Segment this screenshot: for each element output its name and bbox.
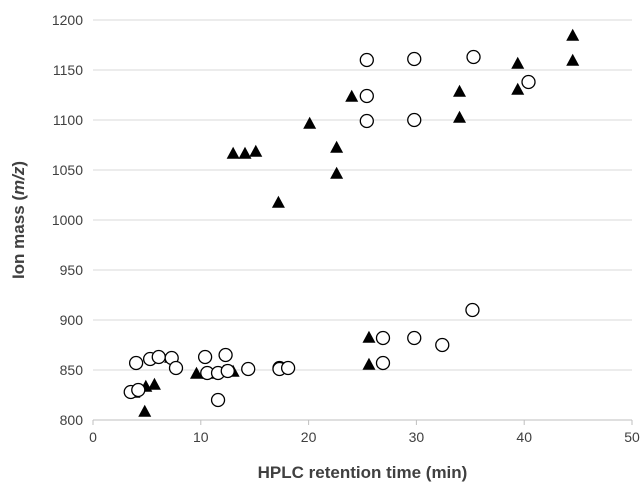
- y-axis-title-italic: m/z: [9, 166, 28, 195]
- y-tick-label: 1000: [52, 212, 83, 228]
- data-point-triangle: [566, 28, 580, 41]
- x-tick-label: 10: [193, 429, 209, 445]
- data-point-triangle: [138, 404, 152, 417]
- y-tick-label: 800: [60, 412, 84, 428]
- y-tick-label: 900: [60, 312, 84, 328]
- y-tick-label: 850: [60, 362, 84, 378]
- data-point-triangle: [453, 110, 467, 123]
- data-point-circle: [128, 355, 144, 371]
- data-point-circle: [280, 360, 296, 376]
- x-tick-label: 40: [516, 429, 532, 445]
- data-point-circle: [218, 347, 233, 363]
- axes: [92, 419, 633, 425]
- y-axis-title-prefix: Ion mass (: [9, 195, 28, 279]
- y-tick-label: 1200: [52, 12, 83, 28]
- data-point-triangle: [189, 366, 203, 379]
- data-point-circle: [131, 382, 146, 398]
- gridlines: [93, 19, 632, 371]
- data-point-triangle: [362, 357, 376, 370]
- data-point-triangle: [511, 82, 525, 95]
- data-point-circle: [407, 51, 422, 67]
- data-point-triangle: [303, 116, 317, 129]
- data-point-triangle: [271, 195, 285, 208]
- data-point-circle: [466, 49, 481, 65]
- x-axis-title: HPLC retention time (min): [258, 463, 468, 482]
- y-axis-title-suffix: ): [9, 161, 28, 167]
- y-axis-title: Ion mass (m/z): [9, 161, 28, 279]
- data-point-triangle: [226, 146, 240, 159]
- y-tick-label: 1150: [53, 62, 83, 78]
- data-point-triangle: [453, 84, 467, 97]
- data-point-triangle: [330, 166, 344, 179]
- y-tick-label: 1100: [53, 112, 83, 128]
- data-point-circle: [359, 113, 374, 129]
- data-point-circle: [151, 349, 166, 365]
- x-tick-label: 30: [409, 429, 425, 445]
- data-point-circle: [375, 355, 391, 371]
- data-point-triangle: [238, 146, 252, 159]
- data-point-triangle: [330, 140, 344, 153]
- data-point-circle: [359, 52, 374, 68]
- data-markers: [123, 28, 580, 417]
- tick-labels: 800 850 900 950 1000 1050 1100 1150 1200 0 10 20 30 4…: [52, 12, 640, 445]
- data-point-triangle: [362, 330, 376, 343]
- data-point-triangle: [345, 89, 359, 102]
- data-point-triangle: [249, 144, 263, 157]
- data-point-circle: [407, 112, 422, 128]
- data-point-circle: [435, 337, 450, 353]
- data-point-circle: [521, 74, 536, 90]
- x-tick-label: 20: [301, 429, 317, 445]
- data-point-circle: [241, 361, 256, 377]
- data-point-circle: [465, 302, 480, 318]
- data-point-circle: [210, 392, 226, 408]
- data-point-triangle: [566, 53, 580, 66]
- data-point-circle: [197, 349, 213, 365]
- data-point-triangle: [147, 377, 161, 390]
- x-tick-label: 0: [89, 429, 97, 445]
- data-point-circle: [359, 88, 374, 104]
- data-point-circle: [220, 363, 235, 379]
- data-point-circle: [407, 330, 422, 346]
- data-point-triangle: [511, 56, 525, 69]
- data-point-circle: [375, 330, 391, 346]
- data-point-circle: [168, 360, 184, 376]
- x-tick-label: 50: [624, 429, 640, 445]
- y-tick-label: 1050: [52, 162, 83, 178]
- y-tick-label: 950: [60, 262, 84, 278]
